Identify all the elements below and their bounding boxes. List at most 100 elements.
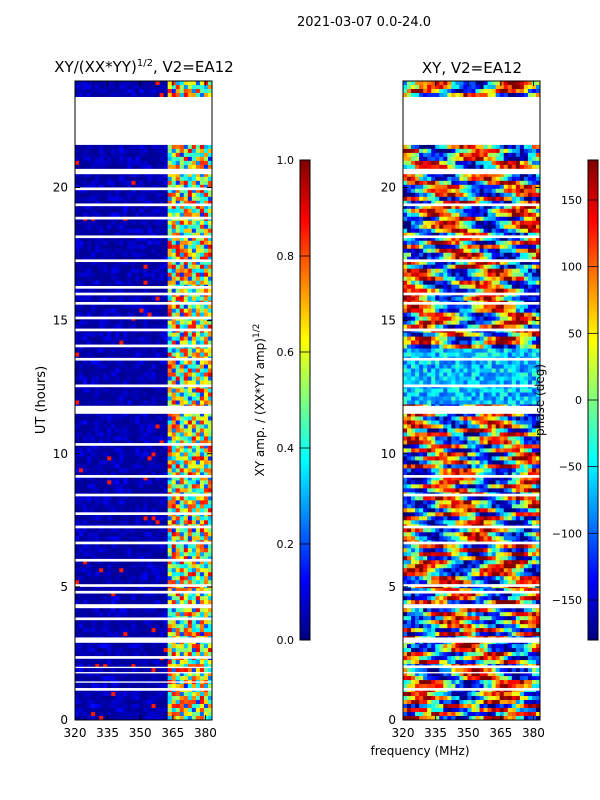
heatmap-cell (135, 184, 140, 190)
heatmap-cell (131, 176, 136, 182)
heatmap-cell (79, 304, 84, 310)
heatmap-cell (127, 380, 132, 385)
heatmap-cell (159, 360, 165, 365)
heatmap-cell (75, 548, 80, 553)
heatmap-cell (175, 520, 181, 525)
heatmap-cell (79, 172, 84, 178)
heatmap-cell (79, 620, 84, 625)
heatmap-cell (111, 156, 116, 162)
heatmap-cell (111, 588, 116, 593)
heatmap-cell (107, 440, 112, 445)
heatmap-cell (99, 424, 104, 429)
heatmap-cell (203, 92, 209, 98)
heatmap-cell (115, 272, 120, 278)
heatmap-cell (123, 464, 128, 469)
heatmap-cell (195, 180, 201, 186)
heatmap-cell (199, 628, 205, 633)
heatmap-cell (111, 508, 116, 513)
heatmap-cell (75, 88, 80, 94)
heatmap-cell (103, 260, 108, 266)
heatmap-cell (171, 164, 177, 170)
heatmap-cell (151, 156, 156, 162)
heatmap-cell (83, 460, 88, 465)
heatmap-cell (95, 508, 100, 513)
heatmap-cell (203, 160, 209, 166)
heatmap-cell (195, 576, 201, 581)
heatmap-cell (151, 632, 156, 637)
heatmap-cell (119, 176, 124, 182)
heatmap-cell (135, 456, 140, 461)
heatmap-cell (167, 460, 173, 465)
heatmap-cell (183, 556, 189, 561)
heatmap-cell (183, 568, 189, 573)
heatmap-cell (123, 532, 128, 537)
heatmap-cell (135, 596, 140, 601)
heatmap-cell (75, 652, 80, 657)
heatmap-cell (171, 592, 177, 597)
heatmap-cell (151, 468, 156, 473)
heatmap-cell (107, 208, 112, 214)
heatmap-cell (187, 160, 193, 166)
heatmap-cell (103, 84, 108, 90)
heatmap-cell (99, 144, 104, 150)
heatmap-cell (195, 448, 201, 453)
heatmap-cell (159, 188, 165, 194)
heatmap-cell (135, 508, 140, 513)
heatmap-cell (87, 508, 92, 513)
heatmap-cell (75, 308, 80, 314)
heatmap-cell (179, 208, 185, 214)
heatmap-cell (171, 244, 177, 250)
heatmap-cell (75, 516, 80, 521)
heatmap-cell (175, 628, 181, 633)
heatmap-cell (147, 176, 152, 182)
heatmap-cell (159, 444, 165, 449)
heatmap-cell (171, 376, 177, 381)
heatmap-cell (183, 588, 189, 593)
heatmap-cell (119, 248, 124, 254)
heatmap-cell (107, 500, 112, 505)
heatmap-cell (95, 548, 100, 553)
heatmap-cell (187, 472, 193, 477)
heatmap-cell (123, 180, 128, 186)
heatmap-cell (95, 224, 100, 230)
heatmap-cell (131, 596, 136, 601)
heatmap-cell (91, 412, 96, 417)
heatmap-cell (123, 200, 128, 206)
heatmap-cell (135, 320, 140, 326)
heatmap-cell (191, 148, 197, 154)
heatmap-cell (127, 556, 132, 561)
heatmap-cell (79, 156, 84, 162)
heatmap-cell (123, 552, 128, 557)
heatmap-cell (203, 164, 209, 170)
heatmap-cell (155, 628, 161, 633)
heatmap-cell (203, 260, 209, 266)
heatmap-cell (127, 528, 132, 533)
heatmap-cell (83, 568, 88, 573)
heatmap-cell (115, 380, 120, 385)
heatmap-cell (187, 412, 193, 417)
heatmap-cell (127, 476, 132, 481)
heatmap-cell (143, 552, 148, 557)
heatmap-cell (95, 244, 100, 250)
heatmap-cell (191, 580, 197, 585)
heatmap-cell (87, 348, 92, 353)
heatmap-cell (191, 544, 197, 549)
heatmap-cell (79, 84, 84, 90)
heatmap-cell (143, 572, 148, 577)
heatmap-cell (203, 464, 209, 469)
heatmap-cell (103, 416, 108, 421)
heatmap-cell (111, 280, 116, 286)
heatmap-cell (123, 572, 128, 577)
heatmap-cell (207, 552, 213, 557)
heatmap-cell (163, 248, 169, 254)
heatmap-cell (155, 176, 161, 182)
heatmap-cell (147, 84, 152, 90)
heatmap-cell (103, 508, 108, 513)
heatmap-cell (199, 468, 205, 473)
heatmap-cell (83, 624, 88, 629)
heatmap-cell (203, 588, 209, 593)
heatmap-cell (83, 148, 88, 154)
heatmap-cell (103, 232, 108, 238)
heatmap-cell (183, 532, 189, 537)
heatmap-cell (175, 164, 181, 170)
